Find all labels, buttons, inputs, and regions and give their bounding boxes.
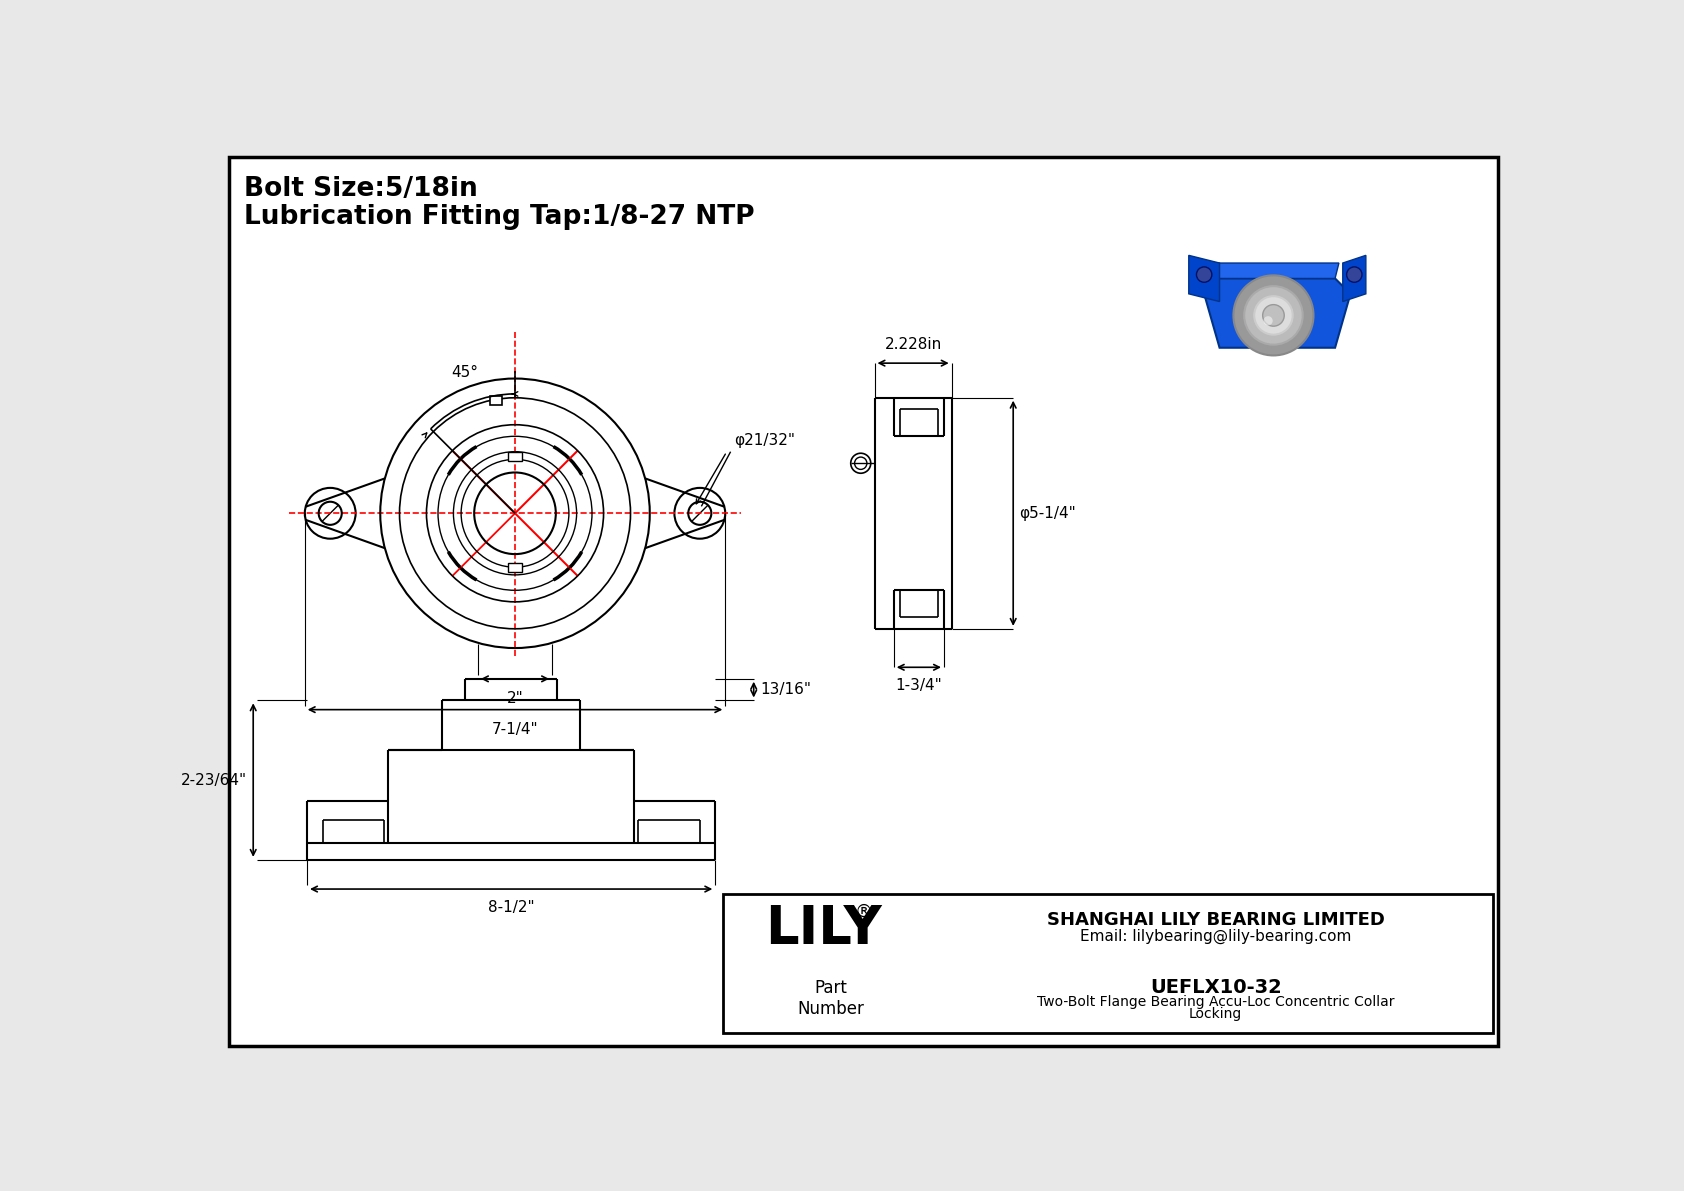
Bar xyxy=(722,894,1494,1033)
Circle shape xyxy=(1255,297,1293,335)
Bar xyxy=(509,451,522,461)
Text: SHANGHAI LILY BEARING LIMITED: SHANGHAI LILY BEARING LIMITED xyxy=(1047,911,1384,929)
Text: 13/16": 13/16" xyxy=(759,682,812,697)
Text: Two-Bolt Flange Bearing Accu-Loc Concentric Collar: Two-Bolt Flange Bearing Accu-Loc Concent… xyxy=(1037,996,1394,1009)
Polygon shape xyxy=(1204,263,1339,279)
Text: UEFLX10-32: UEFLX10-32 xyxy=(1150,978,1282,997)
Circle shape xyxy=(1347,267,1362,282)
Circle shape xyxy=(1244,286,1303,344)
Bar xyxy=(490,397,502,405)
Bar xyxy=(509,562,522,572)
Polygon shape xyxy=(1189,255,1219,301)
Circle shape xyxy=(674,488,726,538)
Circle shape xyxy=(1263,316,1273,325)
Text: 1-3/4": 1-3/4" xyxy=(896,678,943,693)
Text: Bolt Size:5/18in: Bolt Size:5/18in xyxy=(244,176,478,202)
Text: 8-1/2": 8-1/2" xyxy=(488,900,534,915)
Text: 2-23/64": 2-23/64" xyxy=(180,773,248,787)
Text: 2.228in: 2.228in xyxy=(884,337,941,353)
Circle shape xyxy=(305,488,355,538)
Text: LILY: LILY xyxy=(765,903,881,955)
Circle shape xyxy=(1233,275,1314,355)
Text: 2": 2" xyxy=(507,691,524,706)
Text: ®: ® xyxy=(854,903,872,921)
Text: Part
Number: Part Number xyxy=(797,979,864,1018)
Polygon shape xyxy=(1342,255,1366,301)
Text: 45°: 45° xyxy=(451,366,478,380)
Circle shape xyxy=(1263,305,1285,326)
Polygon shape xyxy=(1204,279,1351,348)
Text: Locking: Locking xyxy=(1189,1006,1243,1021)
Text: 7-1/4": 7-1/4" xyxy=(492,722,539,737)
Text: Email: lilybearing@lily-bearing.com: Email: lilybearing@lily-bearing.com xyxy=(1079,929,1351,944)
Text: φ21/32": φ21/32" xyxy=(734,432,795,448)
Text: Lubrication Fitting Tap:1/8-27 NTP: Lubrication Fitting Tap:1/8-27 NTP xyxy=(244,204,754,230)
Circle shape xyxy=(1196,267,1212,282)
Text: φ5-1/4": φ5-1/4" xyxy=(1019,506,1076,520)
